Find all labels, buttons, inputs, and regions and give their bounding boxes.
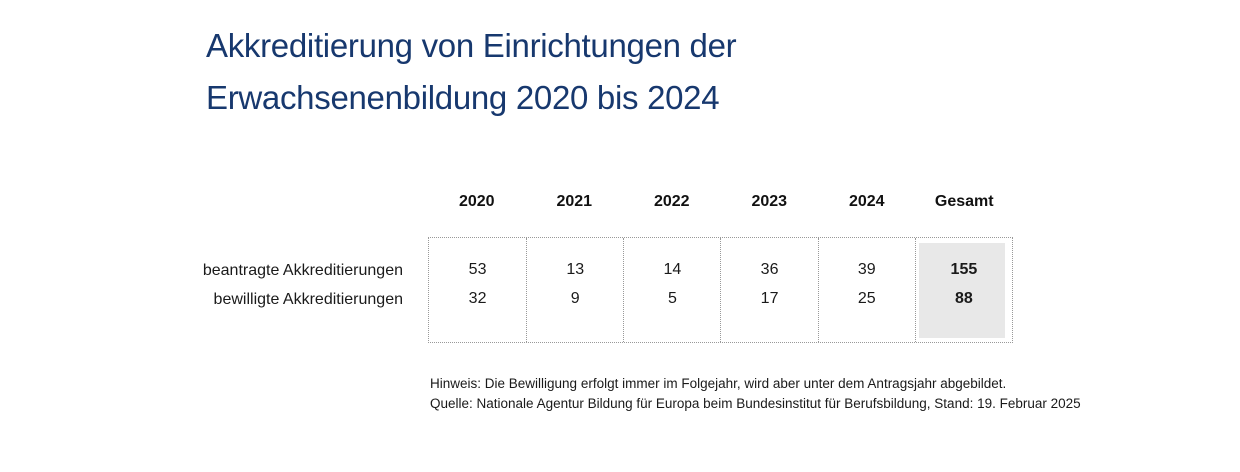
table-row-labels: beantragte Akkreditierungen bewilligte A… [103,256,403,314]
column-header-gesamt: Gesamt [934,193,994,210]
figure-title-line2: Erwachsenenbildung 2020 bis 2024 [206,79,720,116]
cell-bewilligte-2024: 25 [857,290,876,307]
footnote-quelle: Quelle: Nationale Agentur Bildung für Eu… [430,396,1081,411]
cell-beantragte-2022: 14 [663,261,682,278]
column-header-2024: 2024 [848,193,885,210]
cell-bewilligte-gesamt: 88 [955,290,973,307]
cell-bewilligte-2022: 5 [667,290,677,307]
row-label-bewilligte-akkreditierungen: bewilligte Akkreditierungen [213,291,403,308]
column-header-2021: 2021 [556,193,593,210]
table-column-headers: 2020 2021 2022 2023 2024 Gesamt [428,192,1013,212]
column-header-2023: 2023 [751,193,788,210]
footnote-hinweis: Hinweis: Die Bewilligung erfolgt immer i… [430,376,1007,391]
footnotes: Hinweis: Die Bewilligung erfolgt immer i… [430,374,1081,414]
cell-bewilligte-2020: 32 [468,290,487,307]
table-column-gesamt: 155 88 [914,238,1012,342]
cell-beantragte-gesamt: 155 [950,261,978,278]
data-table: 53 32 13 9 14 5 36 17 39 25 155 88 [428,237,1013,343]
table-column-2022: 14 5 [623,238,720,342]
row-label-beantragte-akkreditierungen: beantragte Akkreditierungen [202,262,403,279]
figure-title-line1: Akkreditierung von Einrichtungen der [206,27,737,64]
cell-beantragte-2021: 13 [566,261,585,278]
cell-beantragte-2023: 36 [760,261,779,278]
cell-bewilligte-2023: 17 [760,290,779,307]
table-column-2020: 53 32 [429,238,526,342]
column-header-2022: 2022 [653,193,690,210]
cell-beantragte-2024: 39 [857,261,876,278]
table-column-2024: 39 25 [817,238,915,342]
cell-beantragte-2020: 53 [468,261,487,278]
table-column-2021: 13 9 [526,238,623,342]
column-header-2020: 2020 [458,193,495,210]
cell-bewilligte-2021: 9 [570,290,580,307]
gesamt-highlight-background [918,243,1005,338]
figure-title: Akkreditierung von Einrichtungen der Erw… [206,20,737,124]
table-column-2023: 36 17 [720,238,817,342]
